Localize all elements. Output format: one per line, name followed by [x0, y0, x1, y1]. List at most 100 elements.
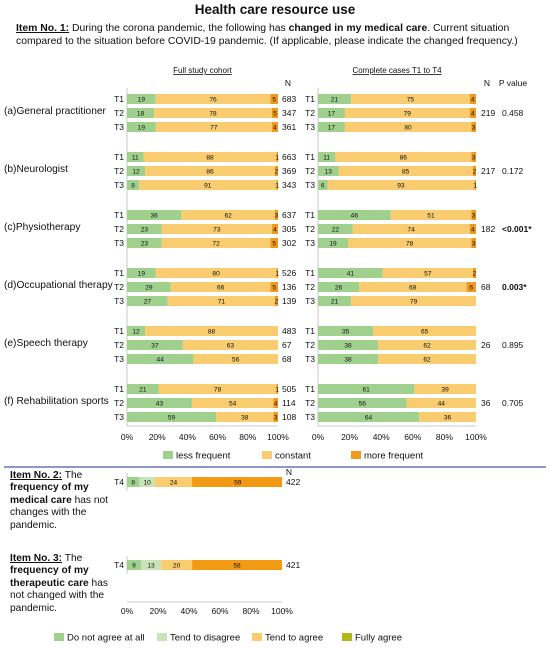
bottom-n-1: 421: [286, 560, 300, 570]
right-bar-0-2-seg-1: [344, 122, 472, 132]
right-bar-1-0-seg-1: [335, 152, 472, 162]
left-bar-1-0-seg-2: [276, 152, 278, 162]
bottom-tick-1: 20%: [149, 606, 166, 616]
left-bar-1-0-seg-0: [127, 152, 144, 162]
left-bar-4-0-label-1: 88: [208, 329, 216, 336]
left-tlabel-5-0: T1: [114, 384, 124, 394]
legend1-swatch-1: [262, 451, 272, 459]
left-bar-3-2-label-1: 71: [218, 299, 226, 306]
right-bar-3-1-seg-1: [359, 282, 467, 292]
right-tlabel-0-2: T3: [305, 122, 315, 132]
right-bar-2-0-seg-0: [318, 210, 391, 220]
left-bar-2-2-label-2: 5: [272, 241, 276, 248]
right-bar-2-1-label-1: 74: [408, 227, 416, 234]
left-bar-1-0-label-2: 1: [275, 155, 279, 162]
legend1-text-2: more frequent: [364, 451, 424, 462]
bottom-label-1-3: 58: [233, 563, 241, 570]
right-tlabel-2-1: T2: [305, 224, 315, 234]
left-bar-5-0-seg-1: [158, 384, 277, 394]
left-n-2-1: 305: [282, 224, 296, 234]
left-bar-2-2-label-1: 72: [212, 241, 220, 248]
item1-text-bold: changed in my medical care: [288, 23, 428, 34]
left-bar-0-1-label-2: 5: [273, 111, 277, 118]
right-bar-2-0-label-2: 3: [472, 213, 476, 220]
bottom-bar-0-seg-0: [127, 477, 140, 487]
right-bar-1-2-label-0: 6: [321, 183, 325, 190]
left-bar-0-0-seg-2: [270, 94, 278, 104]
right-tlabel-3-1: T2: [305, 282, 315, 292]
item1-text-b: . Current situation compared to the situ…: [16, 23, 518, 47]
right-tlabel-5-2: T3: [305, 412, 315, 422]
left-bar-0-2-seg-2: [271, 122, 278, 132]
left-bar-0-1-seg-2: [271, 108, 278, 118]
left-bar-5-1-seg-2: [273, 398, 278, 408]
left-bar-0-2-label-2: 4: [273, 125, 277, 132]
right-bar-4-1-seg-1: [378, 340, 476, 350]
bottom-label-1-0: 9: [132, 563, 136, 570]
right-n-4: 26: [481, 340, 491, 350]
left-bar-5-2-label-0: 59: [168, 415, 176, 422]
left-bar-2-0-seg-0: [127, 210, 182, 220]
pvalue-2: <0.001*: [502, 224, 532, 234]
left-tlabel-1-1: T2: [114, 166, 124, 176]
bottom-label-1-2: 20: [173, 563, 181, 570]
bottom-n-0: 422: [286, 477, 300, 487]
legend1-text-0: less frequent: [176, 451, 231, 462]
right-bar-1-2-seg-1: [327, 180, 475, 190]
right-bar-2-2-seg-2: [471, 238, 476, 248]
pvalue-1: 0.172: [502, 166, 524, 176]
left-bar-5-0-seg-2: [276, 384, 278, 394]
left-tlabel-5-1: T2: [114, 398, 124, 408]
group-label-1: (b)Neurologist: [4, 164, 68, 175]
right-bar-1-1-label-0: 13: [325, 169, 333, 176]
right-tlabel-4-0: T1: [305, 326, 315, 336]
left-n-2-0: 637: [282, 210, 296, 220]
right-bar-2-1-seg-2: [469, 224, 476, 234]
bottom-label-0-3: 59: [234, 480, 242, 487]
item2-text-b: has not changes with the pandemic.: [10, 494, 108, 531]
left-n-5-0: 505: [282, 384, 296, 394]
right-bar-3-2-seg-1: [351, 296, 476, 306]
right-bar-0-0-label-2: 4: [471, 97, 475, 104]
right-bar-1-1-label-2: 2: [473, 169, 477, 176]
item2-question: Item No. 2: The frequency of my medical …: [10, 470, 114, 532]
left-bar-2-1-seg-2: [271, 224, 278, 234]
left-bar-1-1-seg-0: [127, 166, 146, 176]
left-bar-4-2-seg-1: [193, 354, 278, 364]
bottom-bar-1-seg-0: [127, 560, 141, 570]
right-bar-5-1-seg-0: [318, 398, 407, 408]
right-bar-3-0-label-1: 57: [424, 271, 432, 278]
left-bar-3-1-label-2: 5: [272, 285, 276, 292]
right-tlabel-3-0: T1: [305, 268, 315, 278]
left-bar-5-1-seg-0: [127, 398, 192, 408]
left-n-5-2: 108: [282, 412, 296, 422]
left-tlabel-4-1: T2: [114, 340, 124, 350]
figure-title: Health care resource use: [194, 2, 356, 17]
right-bar-1-0-seg-2: [471, 152, 476, 162]
left-bar-5-2-seg-1: [216, 412, 274, 422]
left-bar-2-0-seg-1: [181, 210, 275, 220]
left-bar-2-2-seg-2: [270, 238, 278, 248]
right-bar-0-1-label-1: 79: [404, 111, 412, 118]
bottom-label-0-0: 8: [131, 480, 135, 487]
right-bar-5-0-seg-0: [318, 384, 415, 394]
right-n-2: 182: [481, 224, 495, 234]
legend2-text-0: Do not agree at all: [67, 633, 145, 644]
left-n-0-2: 361: [282, 122, 296, 132]
right-bar-1-2-label-2: 1: [473, 183, 477, 190]
bottom-tick-3: 60%: [211, 606, 228, 616]
right-tlabel-5-0: T1: [305, 384, 315, 394]
item1-label: Item No. 1:: [16, 23, 70, 34]
right-bar-2-0-label-1: 51: [427, 213, 435, 220]
right-bar-2-0-seg-1: [390, 210, 472, 220]
left-bar-3-0-seg-0: [127, 268, 156, 278]
left-bar-0-0-seg-1: [155, 94, 271, 104]
right-tick-1: 20%: [341, 432, 358, 442]
right-n-0: 219: [481, 108, 495, 118]
right-bar-2-2-label-1: 78: [406, 241, 414, 248]
left-bar-3-2-seg-1: [167, 296, 275, 306]
right-bar-0-2-seg-0: [318, 122, 345, 132]
left-bar-3-0-label-2: 1: [275, 271, 279, 278]
right-bar-4-2-seg-1: [378, 354, 476, 364]
